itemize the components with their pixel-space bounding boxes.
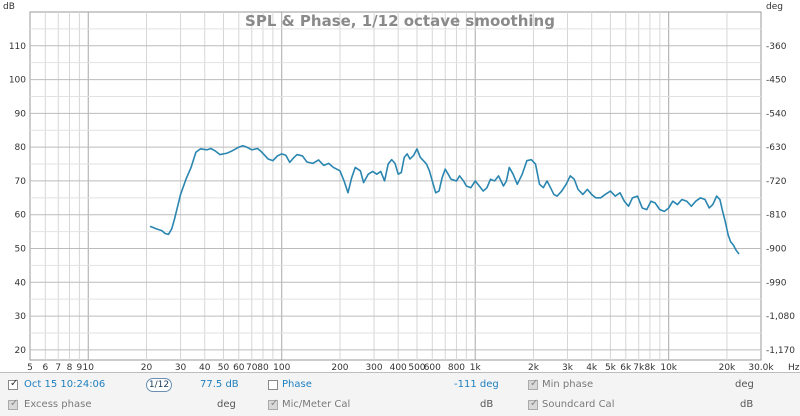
x-tick-label: 800 [448, 363, 465, 372]
series-lines [149, 144, 740, 255]
left-axis-unit: dB [3, 2, 15, 12]
trace-value: 77.5 dB [200, 379, 239, 390]
phase-tick-label: -540 [766, 109, 787, 119]
x-tick-label: 100 [273, 363, 290, 372]
x-tick-label: 6 [42, 363, 48, 372]
y-tick-label: 50 [15, 245, 27, 255]
y-tick-label: 90 [15, 109, 27, 119]
soundcard-cal-checkbox[interactable]: ✓ [528, 398, 539, 410]
check-icon: ✓ [530, 378, 539, 389]
x-tick-label: 200 [331, 363, 348, 372]
check-icon: ✓ [10, 398, 19, 409]
x-tick-label: 7k [633, 363, 645, 372]
trace-label[interactable]: Oct 15 10:24:06 [24, 379, 106, 390]
x-tick-label: 300 [365, 363, 382, 372]
check-icon: ✓ [10, 378, 19, 389]
min-phase-checkbox[interactable]: ✓ [528, 378, 539, 390]
y-tick-label: 70 [15, 177, 27, 187]
x-tick-label: 6k [620, 363, 632, 372]
phase-checkbox[interactable] [268, 380, 278, 390]
excess-phase-label[interactable]: Excess phase [24, 399, 92, 410]
check-icon: ✓ [270, 398, 279, 409]
smoothing-badge[interactable]: 1/12 [146, 378, 172, 392]
x-tick-label: 600 [424, 363, 441, 372]
legend-row-2: ✓ Excess phase deg ✓ Mic/Meter Cal dB ✓ … [0, 395, 800, 415]
y-tick-label: 110 [9, 42, 26, 52]
y-tick-label: 80 [15, 143, 27, 153]
x-tick-label: 9 [77, 363, 83, 372]
legend-panel: ✓ Oct 15 10:24:06 1/12 77.5 dB Phase -11… [0, 372, 800, 416]
x-tick-label: 500 [408, 363, 425, 372]
phase-tick-label: -990 [766, 278, 787, 288]
excess-phase-value: deg [217, 399, 236, 410]
x-tick-label: 30 [175, 363, 187, 372]
chart-title: SPL & Phase, 1/12 octave smoothing [245, 12, 555, 30]
mic-cal-label[interactable]: Mic/Meter Cal [282, 399, 351, 410]
x-tick-label: 7 [55, 363, 61, 372]
trace-visible-checkbox[interactable]: ✓ [8, 378, 19, 390]
x-tick-label: 10k [660, 363, 677, 372]
x-tick-label: 20 [141, 363, 153, 372]
soundcard-cal-value: dB [740, 399, 754, 410]
x-tick-label: 30.0k [748, 363, 774, 372]
x-tick-label: 5k [605, 363, 617, 372]
mic-cal-value: dB [480, 399, 494, 410]
phase-tick-label: -1,080 [766, 312, 795, 322]
y-tick-label: 100 [9, 76, 26, 86]
x-tick-label: 5 [27, 363, 33, 372]
y-tick-label: 60 [15, 211, 27, 221]
x-tick-label: 8k [644, 363, 656, 372]
spl-trace-line [149, 144, 740, 255]
phase-label[interactable]: Phase [282, 379, 312, 390]
phase-tick-label: -630 [766, 143, 787, 153]
y-axis-left-tick-labels: 20 30 40 50 60 70 80 90 100 110 [9, 42, 26, 356]
x-tick-label: 60 [233, 363, 245, 372]
phase-tick-label: -900 [766, 245, 787, 255]
phase-value: -111 deg [454, 379, 499, 390]
x-tick-label: 4k [586, 363, 598, 372]
x-tick-label: 10 [83, 363, 95, 372]
phase-tick-label: -720 [766, 177, 787, 187]
min-phase-label[interactable]: Min phase [542, 379, 594, 390]
min-phase-value: deg [735, 379, 754, 390]
x-tick-label: 20k [719, 363, 736, 372]
right-axis-unit: deg [766, 2, 783, 12]
x-tick-label: 50 [218, 363, 230, 372]
x-tick-label: 2k [528, 363, 540, 372]
x-tick-label: 1k [470, 363, 482, 372]
x-tick-label: 40 [199, 363, 211, 372]
phase-tick-label: -360 [766, 42, 787, 52]
excess-phase-checkbox[interactable]: ✓ [8, 398, 19, 410]
phase-tick-label: -1,170 [766, 346, 795, 356]
y-axis-right-tick-labels: -360 -450 -540 -630 -720 -810 -900 -990 -1,080 -1… [766, 42, 795, 356]
grid-lines [30, 12, 761, 360]
y-tick-label: 20 [15, 346, 27, 356]
x-tick-label: 3k [562, 363, 574, 372]
plot-area[interactable] [29, 11, 762, 361]
mic-cal-checkbox[interactable]: ✓ [268, 398, 279, 410]
phase-tick-label: -450 [766, 76, 787, 86]
legend-row-1: ✓ Oct 15 10:24:06 1/12 77.5 dB Phase -11… [0, 375, 800, 395]
x-tick-label: 80 [257, 363, 269, 372]
y-tick-label: 40 [15, 278, 27, 288]
x-axis-unit: Hz [788, 363, 800, 372]
soundcard-cal-label[interactable]: Soundcard Cal [542, 399, 615, 410]
phase-tick-label: -810 [766, 211, 787, 221]
check-icon: ✓ [530, 398, 539, 409]
x-tick-label: 8 [67, 363, 73, 372]
y-tick-label: 30 [15, 312, 27, 322]
x-tick-label: 70 [246, 363, 258, 372]
x-tick-label: 400 [390, 363, 407, 372]
